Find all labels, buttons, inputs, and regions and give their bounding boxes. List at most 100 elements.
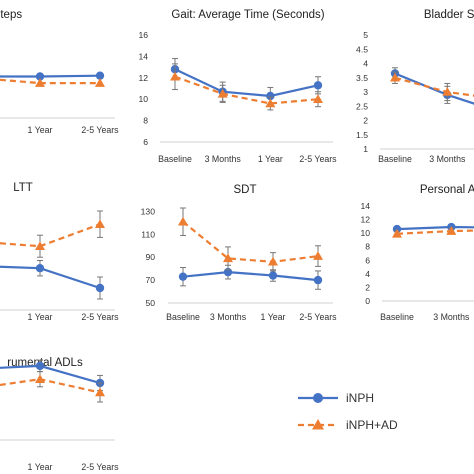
data-point-inph-ad — [268, 256, 278, 266]
chart-title: Bladder Sc — [424, 9, 474, 21]
series-line-inph — [0, 265, 101, 290]
data-point-inph-ad — [392, 228, 402, 238]
data-point-inph-ad — [35, 374, 45, 383]
x-tick-label: 3 Months — [429, 154, 466, 164]
data-point-inph-ad — [95, 219, 105, 228]
data-point-inph — [178, 272, 188, 281]
y-tick-label: 90 — [145, 252, 155, 262]
data-point-inph-ad — [35, 78, 45, 87]
data-point-inph-ad — [217, 88, 228, 98]
y-tick-label: 16 — [138, 30, 148, 40]
series-line-inph — [396, 225, 474, 231]
x-tick-label: Baseline — [166, 312, 200, 322]
legend-marker-inph — [313, 393, 323, 403]
data-point-inph-ad — [313, 94, 323, 103]
x-tick-label: 2-5 Years — [299, 312, 337, 322]
y-tick-label: 5 — [363, 30, 368, 40]
data-point-inph — [35, 264, 45, 273]
legend-label: iNPH+AD — [346, 418, 398, 432]
y-tick-label: 10 — [138, 94, 148, 104]
y-tick-label: 1.5 — [356, 130, 368, 140]
data-point-inph-ad — [223, 253, 233, 263]
y-tick-label: 4.5 — [356, 44, 368, 54]
data-point-inph-ad — [95, 78, 105, 87]
data-point-inph — [313, 275, 323, 285]
chart-panel-6: Personal ADL 0 2 4 6 8 10 12 14 Baseline 3 Months — [360, 184, 474, 322]
data-point-inph-ad — [95, 387, 105, 397]
series-line-inph — [0, 74, 101, 78]
data-point-inph — [95, 283, 105, 293]
x-tick-label: 3 Months — [205, 154, 242, 164]
data-point-inph-ad — [170, 71, 180, 81]
chart-title: t: Average Steps — [0, 9, 22, 21]
data-point-inph-ad — [265, 98, 276, 108]
series-line-inph-ad — [396, 229, 474, 235]
chart-legend: iNPH iNPH+AD — [298, 391, 398, 432]
chart-title: LTT — [13, 182, 33, 194]
data-point-inph-ad — [442, 87, 453, 96]
series-line-inph-ad — [0, 378, 101, 394]
y-tick-label: 130 — [141, 206, 156, 216]
y-tick-label: 1 — [363, 144, 368, 154]
y-tick-label: 4 — [365, 269, 370, 279]
series-line-inph-ad — [394, 76, 474, 97]
y-tick-label: 3 — [363, 87, 368, 97]
chart-title: Gait: Average Time (Seconds) — [171, 9, 324, 21]
series-line-inph — [182, 270, 319, 282]
x-tick-label: 2-5 Years — [81, 312, 119, 322]
data-point-inph-ad — [390, 72, 400, 82]
y-tick-label: 12 — [360, 215, 370, 225]
y-tick-label: 8 — [365, 242, 370, 252]
chart-panel-2: Gait: Average Time (Seconds) 6 8 10 12 14 16 Ba… — [138, 9, 337, 164]
x-tick-label: Baseline — [380, 312, 414, 322]
y-tick-label: 0 — [365, 296, 370, 306]
series-line-inph-ad — [0, 223, 101, 248]
x-tick-label: 1 Year — [258, 154, 283, 164]
y-tick-label: 70 — [145, 275, 155, 285]
y-tick-label: 2.5 — [356, 101, 368, 111]
data-point-inph-ad — [313, 251, 323, 260]
data-point-inph-ad — [35, 241, 45, 250]
y-tick-label: 2 — [363, 116, 368, 126]
y-tick-label: 50 — [145, 298, 155, 308]
x-tick-label: 2-5 Years — [81, 462, 119, 472]
y-tick-label: 14 — [360, 201, 370, 211]
x-tick-label: 1 Year — [28, 312, 53, 322]
chart-title: Personal ADL — [420, 184, 474, 196]
data-point-inph — [35, 361, 45, 371]
chart-panel-3: Bladder Sc 1 1.5 2 2.5 3 3.5 4 4.5 5 Baseline 3 Mon… — [356, 9, 474, 164]
y-tick-label: 6 — [143, 137, 148, 147]
x-tick-label: 3 Months — [210, 312, 247, 322]
series-line-inph-ad — [182, 220, 319, 263]
y-tick-label: 14 — [138, 51, 148, 61]
y-tick-label: 3.5 — [356, 73, 368, 83]
data-point-inph — [313, 81, 323, 90]
y-tick-label: 110 — [141, 229, 155, 239]
series-line-inph — [394, 72, 474, 105]
y-tick-label: 10 — [360, 228, 370, 238]
y-tick-label: 4 — [363, 59, 368, 69]
chart-panel-5: SDT 50 70 90 110 130 Baseline 3 Months 1 Year 2-5… — [141, 184, 338, 322]
y-tick-label: 2 — [365, 282, 370, 292]
legend-label: iNPH — [346, 391, 374, 405]
chart-title: SDT — [234, 184, 257, 196]
data-point-inph — [35, 72, 45, 81]
x-tick-label: 1 Year — [261, 312, 286, 322]
x-tick-label: Baseline — [378, 154, 412, 164]
x-tick-label: Baseline — [158, 154, 192, 164]
data-point-inph — [95, 71, 105, 80]
data-point-inph — [268, 271, 278, 280]
x-tick-label: 2-5 Years — [81, 125, 119, 135]
y-tick-label: 8 — [143, 116, 148, 126]
data-point-inph-ad — [178, 216, 188, 226]
data-point-inph-ad — [446, 226, 457, 235]
legend-marker-inph-ad — [312, 419, 324, 430]
y-tick-label: 6 — [365, 255, 370, 265]
data-point-inph — [266, 91, 275, 101]
x-tick-label: 3 Months — [433, 312, 470, 322]
